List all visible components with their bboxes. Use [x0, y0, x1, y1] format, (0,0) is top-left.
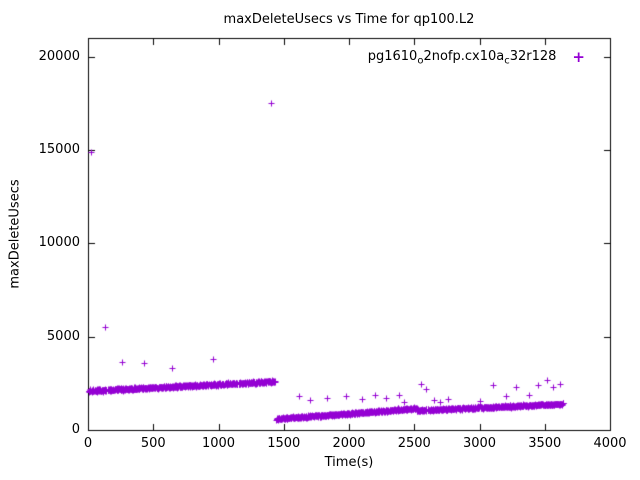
legend: pg1610o2nofp.cx10ac32r128 + [368, 49, 585, 67]
x-tick-label: 2000 [332, 436, 366, 451]
y-tick-label: 20000 [38, 48, 80, 64]
x-axis-label: Time(s) [324, 455, 374, 470]
x-tick-label: 1000 [201, 436, 236, 451]
x-tick-label: 500 [140, 436, 166, 451]
plus-marker-icon: + [572, 48, 585, 67]
y-tick-label: 15000 [38, 142, 80, 157]
y-axis-label: maxDeleteUsecs [7, 179, 23, 289]
chart-title: maxDeleteUsecs vs Time for qp100.L2 [223, 12, 475, 27]
legend-label: pg1610o2nofp.cx10ac32r128 [367, 49, 557, 67]
x-tick-label: 1500 [267, 436, 301, 451]
x-tick-label: 3500 [528, 436, 562, 451]
x-tick-label: 4000 [593, 436, 627, 451]
x-tick-label: 0 [83, 436, 93, 451]
x-tick-label: 2500 [397, 436, 431, 451]
x-tick-label: 3000 [462, 436, 497, 451]
y-tick-label: 5000 [46, 328, 80, 344]
y-tick-label: 0 [71, 422, 80, 437]
y-tick-label: 10000 [38, 235, 80, 251]
